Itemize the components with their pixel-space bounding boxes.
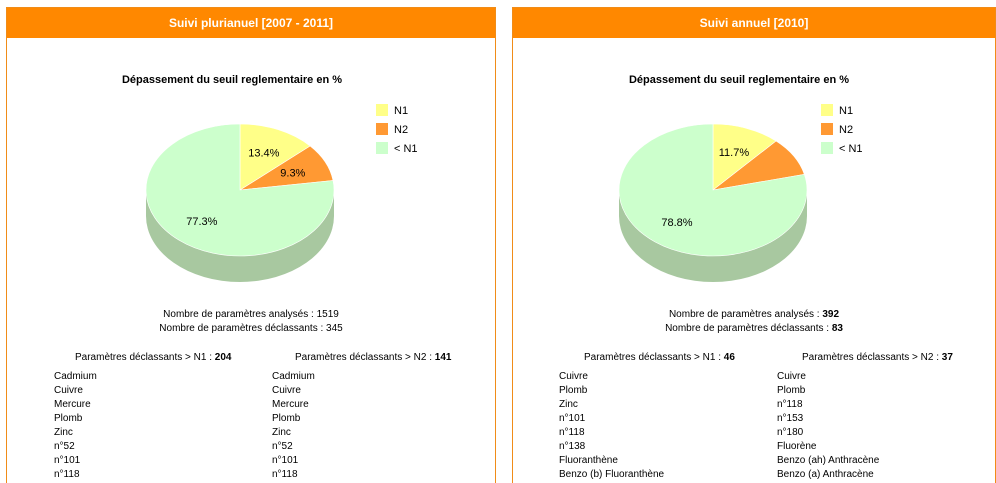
- legend-label: < N1: [394, 143, 418, 155]
- legend-swatch-n1: [376, 104, 388, 116]
- panel-header: Suivi plurianuel [2007 - 2011]: [7, 8, 495, 38]
- chart-legend: N1 N2 < N1: [376, 104, 418, 161]
- list-item: Fluorène: [777, 441, 817, 452]
- list-item: n°118: [777, 399, 803, 410]
- stat-analysed: Nombre de paramètres analysés : 1519: [163, 309, 339, 320]
- list-item: Mercure: [54, 399, 91, 410]
- legend-item: N1: [376, 104, 418, 123]
- n2-heading: Paramètres déclassants > N2 : 37: [802, 352, 953, 363]
- list-item: Cuivre: [559, 371, 588, 382]
- list-item: Benzo (b) Fluoranthène: [559, 469, 665, 480]
- n1-heading: Paramètres déclassants > N1 : 204: [75, 352, 232, 363]
- list-item: Benzo (ah) Anthracène: [777, 455, 880, 466]
- pie-side-walls: [146, 190, 334, 282]
- list-item: n°138: [559, 441, 586, 452]
- pie-value-label: 78.8%: [661, 217, 692, 229]
- legend-label: < N1: [839, 143, 863, 155]
- legend-item: N2: [821, 123, 863, 142]
- chart-title: Dépassement du seuil reglementaire en %: [628, 74, 850, 86]
- list-item: Zinc: [54, 427, 73, 438]
- legend-label: N1: [839, 105, 854, 117]
- legend-label: N1: [394, 105, 409, 117]
- list-item: Cadmium: [54, 371, 97, 382]
- n1-heading: Paramètres déclassants > N1 : 46: [584, 352, 735, 363]
- pie-slice-n1: [712, 123, 777, 191]
- list-item: n°101: [54, 455, 81, 466]
- legend-item: N1: [821, 104, 863, 123]
- chart-title: Dépassement du seuil reglementaire en %: [121, 74, 343, 86]
- pie-value-label: 77.3%: [186, 216, 217, 228]
- list-item: n°52: [54, 441, 75, 452]
- legend-item: N2: [376, 123, 418, 142]
- list-item: Cadmium: [272, 371, 315, 382]
- stat-analysed-value: 1519: [316, 309, 339, 320]
- chart-legend: N1 N2 < N1: [821, 104, 863, 161]
- list-item: Plomb: [777, 385, 806, 396]
- list-item: n°118: [559, 427, 585, 438]
- pie-slice-below-n1: [145, 123, 335, 257]
- list-item: Cuivre: [272, 385, 301, 396]
- legend-swatch-n1: [821, 104, 833, 116]
- list-item: Zinc: [272, 427, 291, 438]
- legend-swatch-n2: [376, 123, 388, 135]
- legend-item: < N1: [821, 142, 863, 161]
- list-item: n°180: [777, 427, 804, 438]
- pie-slice-below-n1: [618, 123, 808, 257]
- list-item: Cuivre: [777, 371, 806, 382]
- legend-item: < N1: [376, 142, 418, 161]
- legend-label: N2: [839, 124, 854, 136]
- stats-summary: Nombre de paramètres analysés : 1519 Nom…: [7, 308, 495, 336]
- legend-swatch-below-n1: [821, 142, 833, 154]
- n2-count: 141: [434, 352, 452, 363]
- pie-chart: 13.4%9.3% 77.3%: [145, 123, 335, 282]
- list-item: Plomb: [54, 413, 83, 424]
- stat-analysed-value: 392: [822, 309, 840, 320]
- n2-heading: Paramètres déclassants > N2 : 141: [295, 352, 452, 363]
- legend-swatch-below-n1: [376, 142, 388, 154]
- pie-slice-below-n1-side: [146, 190, 334, 282]
- stat-declassing-value: 345: [326, 323, 343, 334]
- panel-header: Suivi annuel [2010]: [513, 8, 995, 38]
- pie-value-label: 9.3%: [280, 168, 305, 180]
- legend-swatch-n2: [821, 123, 833, 135]
- list-item: n°118: [272, 469, 298, 480]
- list-item: Mercure: [272, 399, 309, 410]
- n2-parameter-list: Cadmium Cuivre Mercure Plomb Zinc n°52 n…: [272, 370, 315, 482]
- n1-count: 204: [214, 352, 232, 363]
- pie-chart: 11.7% 78.8%: [618, 123, 808, 282]
- pie-side-walls: [619, 190, 807, 282]
- stats-summary: Nombre de paramètres analysés : 392 Nomb…: [513, 308, 995, 336]
- legend-label: N2: [394, 124, 409, 136]
- n2-count: 37: [941, 352, 953, 363]
- n1-count: 46: [723, 352, 735, 363]
- list-item: n°101: [272, 455, 299, 466]
- pie-slice-n1: [239, 123, 311, 191]
- list-item: Plomb: [559, 385, 588, 396]
- n1-parameter-list: Cadmium Cuivre Mercure Plomb Zinc n°52 n…: [54, 370, 97, 482]
- list-item: Fluoranthène: [559, 455, 618, 466]
- n2-parameter-list: Cuivre Plomb n°118 n°153 n°180 Fluorène …: [777, 370, 879, 482]
- panel-annual: Suivi annuel [2010] Dépassement du seuil…: [512, 7, 996, 483]
- list-item: Benzo (a) Anthracène: [777, 469, 874, 480]
- panel-pluriannual: Suivi plurianuel [2007 - 2011] Dépasseme…: [6, 7, 496, 483]
- stat-declassing: Nombre de paramètres déclassants : 345: [159, 323, 343, 334]
- pie-value-label: 11.7%: [719, 147, 750, 159]
- list-item: Zinc: [559, 399, 578, 410]
- pie-value-label: 13.4%: [248, 148, 279, 160]
- list-item: n°153: [777, 413, 804, 424]
- list-item: n°101: [559, 413, 586, 424]
- pie-slice-below-n1-side: [619, 190, 807, 282]
- stat-declassing-value: 83: [831, 323, 843, 334]
- stat-declassing: Nombre de paramètres déclassants : 83: [665, 323, 843, 334]
- list-item: Cuivre: [54, 385, 83, 396]
- list-item: n°118: [54, 469, 80, 480]
- stat-analysed: Nombre de paramètres analysés : 392: [668, 309, 840, 320]
- list-item: n°52: [272, 441, 293, 452]
- list-item: Plomb: [272, 413, 301, 424]
- n1-parameter-list: Cuivre Plomb Zinc n°101 n°118 n°138 Fluo…: [559, 370, 664, 482]
